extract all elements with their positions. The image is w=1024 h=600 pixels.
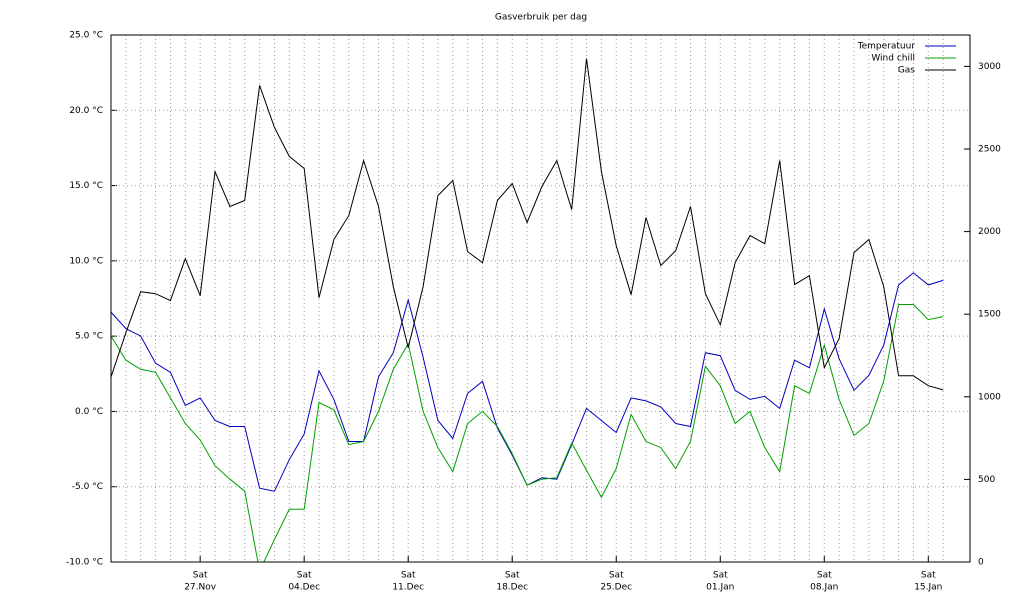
series-line [111, 58, 944, 391]
x-tick-label: Sat [193, 571, 208, 581]
y-tick-label: 25.0 °C [69, 31, 103, 41]
legend-label: Wind chill [871, 54, 915, 64]
x-tick-label: Sat [609, 571, 624, 581]
y2-tick-label: 1000 [978, 392, 1001, 402]
x-tick-label: 18.Dec [496, 583, 528, 593]
y2-tick-label: 0 [978, 558, 984, 568]
x-tick-label: 08.Jan [810, 583, 838, 593]
chart-title: Gasverbruik per dag [495, 13, 587, 23]
y-tick-label: 0.0 °C [75, 407, 103, 417]
x-tick-label: Sat [505, 571, 520, 581]
legend-label: Gas [898, 66, 915, 76]
plot-area [111, 58, 944, 562]
x-tick-label: Sat [921, 571, 936, 581]
x-tick-label: 11.Dec [392, 583, 424, 593]
series-line [111, 304, 944, 562]
x-tick-label: 04.Dec [288, 583, 320, 593]
x-tick-label: 27.Nov [184, 583, 217, 593]
x-tick-label: Sat [297, 571, 312, 581]
y2-tick-label: 1500 [978, 310, 1001, 320]
y2-tick-label: 3000 [978, 62, 1001, 72]
legend-label: Temperatuur [857, 42, 916, 52]
x-tick-label: Sat [713, 571, 728, 581]
x-tick-label: Sat [401, 571, 416, 581]
y-tick-label: 15.0 °C [69, 181, 103, 191]
x-tick-label: 15.Jan [914, 583, 942, 593]
y-tick-label: 10.0 °C [69, 256, 103, 266]
y-tick-label: 20.0 °C [69, 106, 103, 116]
x-tick-label: 01.Jan [706, 583, 734, 593]
x-tick-label: 25.Dec [600, 583, 632, 593]
y-tick-label: 5.0 °C [75, 332, 103, 342]
y2-tick-label: 2000 [978, 227, 1001, 237]
plot-frame [110, 34, 971, 563]
y-tick-label: -10.0 °C [66, 558, 103, 568]
grid [110, 34, 970, 563]
series-line [111, 272, 944, 492]
x-tick-label: Sat [817, 571, 832, 581]
y2-tick-label: 2500 [978, 144, 1001, 154]
y-tick-label: -5.0 °C [72, 482, 103, 492]
y2-tick-label: 500 [978, 475, 995, 485]
